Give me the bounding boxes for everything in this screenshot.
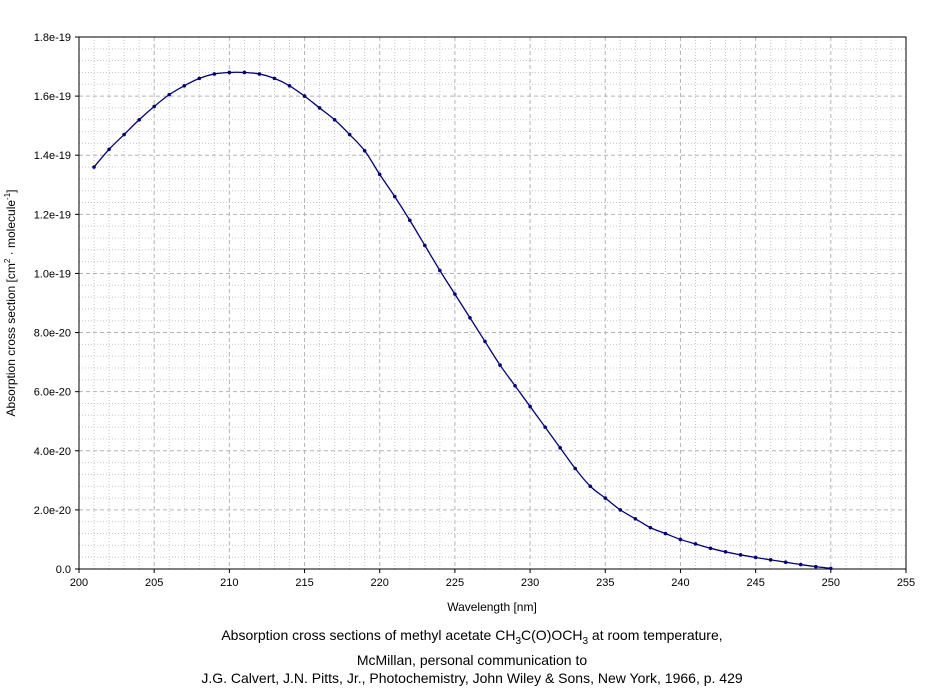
x-tick-label: 200 xyxy=(70,577,88,589)
chart-caption: Absorption cross sections of methyl acet… xyxy=(0,626,944,687)
y-axis-title-sup2: -1 xyxy=(3,192,12,200)
x-axis-title: Wavelength [nm] xyxy=(447,600,537,614)
data-point xyxy=(377,172,382,177)
caption-line-1-b: C(O)OCH xyxy=(521,627,583,643)
x-tick-label: 250 xyxy=(822,577,840,589)
caption-line-1-sub-2: 3 xyxy=(582,635,589,647)
y-axis-title-mid: · molecule xyxy=(4,200,18,259)
y-tick-label: 6.0e-20 xyxy=(34,387,71,399)
y-tick-label: 1.0e-19 xyxy=(34,268,71,280)
data-point xyxy=(408,218,412,223)
data-point xyxy=(543,425,547,429)
x-tick-label: 220 xyxy=(371,577,389,589)
x-tick-label: 215 xyxy=(295,577,313,589)
y-tick-label: 1.4e-19 xyxy=(34,150,71,162)
caption-line-2: McMillan, personal communication to xyxy=(356,651,588,668)
data-point xyxy=(438,268,442,273)
series-group xyxy=(92,70,833,571)
y-tick-label: 8.0e-20 xyxy=(34,328,71,340)
x-tick-label: 210 xyxy=(220,577,238,589)
data-point xyxy=(573,466,577,471)
data-point xyxy=(708,546,713,551)
data-point xyxy=(798,562,803,567)
caption-line-1: Absorption cross sections of methyl acet… xyxy=(0,626,944,651)
x-tick-label: 245 xyxy=(746,577,764,589)
plot-border xyxy=(78,36,907,570)
data-point xyxy=(528,404,532,409)
data-point xyxy=(287,83,292,88)
y-tick-label: 2.0e-20 xyxy=(34,505,71,517)
data-point xyxy=(152,104,156,109)
data-point xyxy=(107,147,111,152)
data-point xyxy=(257,72,262,76)
data-point xyxy=(468,315,472,320)
data-point xyxy=(317,106,322,110)
data-point xyxy=(813,564,818,569)
y-tick-label: 1.2e-19 xyxy=(34,209,71,221)
data-point xyxy=(212,72,217,76)
y-axis-ticks: 0.0 2.0e-20 4.0e-20 6.0e-20 8.0e-20 1.0e-19 1.… xyxy=(34,32,79,576)
data-point xyxy=(829,566,833,571)
data-point xyxy=(723,550,728,554)
data-point xyxy=(92,165,96,169)
x-tick-label: 240 xyxy=(671,577,689,589)
data-point xyxy=(693,542,698,546)
data-point xyxy=(663,531,668,536)
data-point xyxy=(558,446,562,450)
data-point xyxy=(347,132,352,137)
data-point xyxy=(498,363,502,367)
data-point xyxy=(197,76,202,81)
y-axis-title-prefix: Absorption cross section [cm xyxy=(4,263,18,416)
y-axis-title: Absorption cross section [cm2 · molecule… xyxy=(3,189,18,416)
data-point xyxy=(633,516,638,521)
caption-line-1-sub-1: 3 xyxy=(515,635,522,647)
x-tick-label: 255 xyxy=(897,577,915,589)
y-tick-label: 4.0e-20 xyxy=(34,446,71,458)
caption-line-1-a: Absorption cross sections of methyl acet… xyxy=(221,627,516,643)
data-point xyxy=(362,148,367,153)
data-point xyxy=(392,194,397,199)
y-tick-label: 0.0 xyxy=(56,564,71,576)
data-point xyxy=(332,117,337,122)
y-axis-title-suffix: ] xyxy=(4,189,18,192)
caption-line-1-c: at room temperature, xyxy=(588,627,723,643)
x-tick-label: 235 xyxy=(596,577,614,589)
data-point xyxy=(618,508,623,512)
data-point xyxy=(423,243,427,248)
data-point xyxy=(603,496,608,500)
data-point xyxy=(513,383,517,388)
data-point xyxy=(753,555,758,560)
data-point xyxy=(483,339,487,344)
data-point xyxy=(122,132,126,137)
data-point xyxy=(768,558,773,562)
data-point xyxy=(588,484,593,489)
x-axis-ticks: 200 205 210 215 220 225 230 235 240 245 250 255 xyxy=(70,569,915,589)
data-point xyxy=(167,92,172,97)
data-point xyxy=(227,70,232,75)
x-tick-label: 205 xyxy=(145,577,163,589)
y-tick-label: 1.8e-19 xyxy=(34,32,71,44)
data-point xyxy=(453,292,457,296)
data-point xyxy=(648,525,653,530)
caption-line-3: J.G. Calvert, J.N. Pitts, Jr., Photochem… xyxy=(201,669,743,686)
data-point xyxy=(182,83,187,88)
data-point xyxy=(302,94,307,98)
chart: 200 205 210 215 220 225 230 235 240 245 250 255 0.0… xyxy=(3,32,915,614)
plot-area xyxy=(79,37,906,569)
data-point xyxy=(678,537,683,542)
data-point xyxy=(738,553,743,557)
y-tick-label: 1.6e-19 xyxy=(34,91,71,103)
grid xyxy=(78,36,907,570)
data-point xyxy=(242,70,247,75)
data-point xyxy=(272,76,277,81)
data-point xyxy=(137,117,141,122)
y-axis-title-sup1: 2 xyxy=(3,258,12,263)
x-tick-label: 225 xyxy=(446,577,464,589)
data-point xyxy=(783,560,788,565)
x-tick-label: 230 xyxy=(521,577,539,589)
